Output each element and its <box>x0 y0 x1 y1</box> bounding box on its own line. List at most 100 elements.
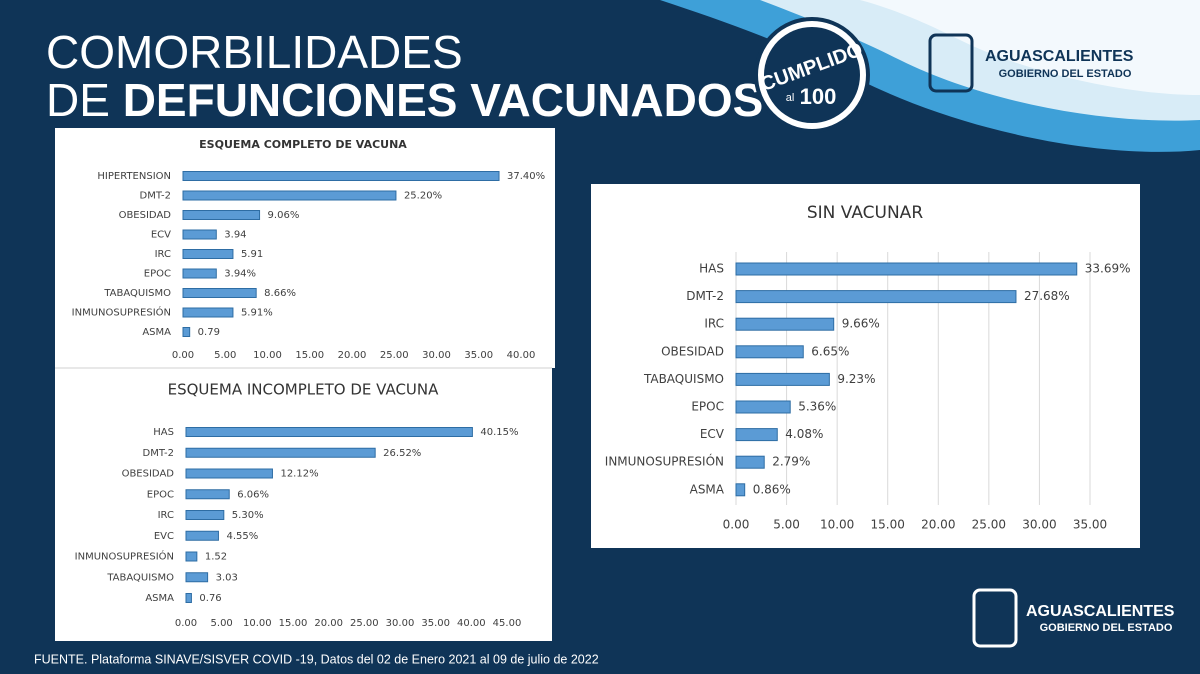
x-tick-label: 25.00 <box>972 518 1006 532</box>
x-tick-label: 30.00 <box>386 618 415 629</box>
x-tick-label: 30.00 <box>1022 518 1056 532</box>
bar <box>185 551 198 562</box>
logo-subtitle: GOBIERNO DEL ESTADO <box>1040 622 1173 634</box>
x-tick-label: 15.00 <box>295 350 324 361</box>
y-tick-label: ASMA <box>142 327 171 338</box>
x-tick-label: 5.00 <box>214 350 236 361</box>
bar <box>735 400 791 414</box>
x-tick-label: 25.00 <box>350 618 379 629</box>
value-label: 25.20% <box>404 191 442 202</box>
value-label: 3.94 <box>224 230 246 241</box>
x-tick-label: 0.00 <box>172 350 194 361</box>
bar <box>735 290 1017 304</box>
y-tick-label: ECV <box>151 230 171 241</box>
x-tick-label: 35.00 <box>421 618 450 629</box>
y-tick-label: DMT-2 <box>140 191 172 202</box>
y-tick-label: OBESIDAD <box>122 469 175 480</box>
bar <box>735 483 746 497</box>
y-tick-label: DMT-2 <box>143 448 175 459</box>
value-label: 40.15% <box>480 427 518 438</box>
chart-title: ESQUEMA INCOMPLETO DE VACUNA <box>168 381 439 399</box>
bar <box>185 447 376 458</box>
bar <box>185 468 273 479</box>
bar <box>182 307 234 318</box>
value-label: 6.06% <box>237 489 269 500</box>
x-tick-label: 45.00 <box>493 618 522 629</box>
badge-number: 100 <box>800 84 837 109</box>
logo-subtitle: GOBIERNO DEL ESTADO <box>999 68 1132 80</box>
value-label: 33.69% <box>1085 262 1131 276</box>
x-tick-label: 20.00 <box>314 618 343 629</box>
y-tick-label: IRC <box>704 317 724 331</box>
panel <box>55 368 552 641</box>
x-tick-label: 35.00 <box>1073 518 1107 532</box>
value-label: 0.79 <box>198 327 220 338</box>
x-tick-label: 20.00 <box>921 518 955 532</box>
title-line2-bold: DEFUNCIONES VACUNADOS <box>123 74 764 126</box>
y-tick-label: HAS <box>699 262 724 276</box>
bar <box>182 229 217 240</box>
badge-prefix: al <box>786 92 795 104</box>
title-line2-light: DE <box>46 74 110 126</box>
value-label: 5.91 <box>241 249 263 260</box>
chart-title: ESQUEMA COMPLETO DE VACUNA <box>199 138 407 151</box>
bar <box>735 372 830 386</box>
panel <box>591 184 1140 548</box>
value-label: 6.65% <box>811 344 849 358</box>
bar <box>185 572 209 583</box>
bar <box>182 249 234 259</box>
bar <box>182 171 500 181</box>
y-tick-label: OBESIDAD <box>661 344 724 358</box>
y-tick-label: IRC <box>158 510 174 521</box>
y-tick-label: EPOC <box>144 269 171 280</box>
y-tick-label: TABAQUISMO <box>103 288 171 299</box>
value-label: 1.52 <box>205 552 227 563</box>
title-line1: COMORBILIDADES <box>46 26 463 78</box>
x-tick-label: 0.00 <box>175 618 197 629</box>
y-tick-label: EVC <box>154 531 174 542</box>
bar <box>735 262 1078 276</box>
bar <box>185 530 219 541</box>
y-tick-label: ASMA <box>145 593 174 604</box>
y-tick-label: EPOC <box>691 400 724 414</box>
swoosh-white <box>860 0 1200 95</box>
bar <box>185 510 225 520</box>
x-tick-label: 10.00 <box>243 618 272 629</box>
bar <box>182 288 257 298</box>
x-tick-label: 5.00 <box>773 518 800 532</box>
y-tick-label: INMUNOSUPRESIÓN <box>72 306 171 319</box>
logo-name: AGUASCALIENTES <box>985 48 1134 65</box>
value-label: 3.94% <box>224 269 256 280</box>
y-tick-label: ECV <box>700 427 725 441</box>
value-label: 8.66% <box>264 288 296 299</box>
x-tick-label: 25.00 <box>380 350 409 361</box>
value-label: 5.36% <box>798 400 836 414</box>
bar <box>182 190 397 201</box>
x-tick-label: 10.00 <box>253 350 282 361</box>
value-label: 26.52% <box>383 448 421 459</box>
value-label: 37.40% <box>507 171 545 182</box>
value-label: 27.68% <box>1024 289 1070 303</box>
panel <box>55 128 555 368</box>
x-tick-label: 0.00 <box>723 518 750 532</box>
y-tick-label: HIPERTENSION <box>97 171 171 182</box>
x-tick-label: 5.00 <box>211 618 233 629</box>
bar <box>735 455 765 469</box>
title-line2: DE DEFUNCIONES VACUNADOS <box>46 74 763 126</box>
value-label: 9.06% <box>268 210 300 221</box>
bar <box>185 427 473 437</box>
value-label: 0.76 <box>199 593 221 604</box>
bar <box>182 268 217 279</box>
x-tick-label: 40.00 <box>507 350 536 361</box>
x-tick-label: 20.00 <box>338 350 367 361</box>
logo-bottom: AGUASCALIENTES GOBIERNO DEL ESTADO <box>972 588 1175 648</box>
y-tick-label: IRC <box>155 249 171 260</box>
x-tick-label: 30.00 <box>422 350 451 361</box>
bar <box>182 327 191 337</box>
value-label: 9.23% <box>837 372 875 386</box>
value-label: 12.12% <box>280 469 318 480</box>
value-label: 3.03 <box>216 572 238 583</box>
value-label: 5.30% <box>232 510 264 521</box>
y-tick-label: HAS <box>153 427 174 438</box>
bar <box>735 317 835 331</box>
